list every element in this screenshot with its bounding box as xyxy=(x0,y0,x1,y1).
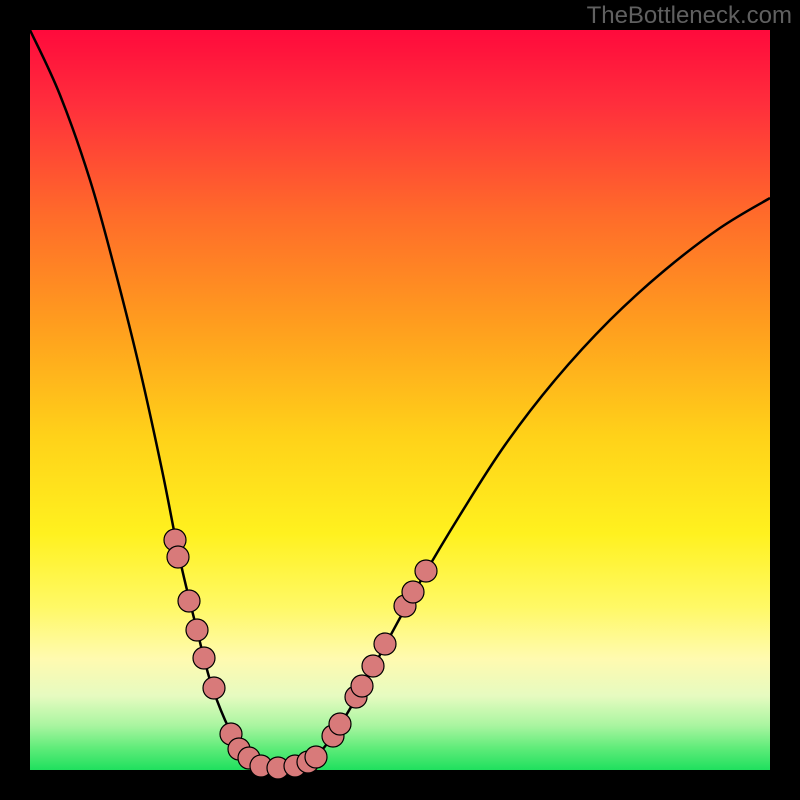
plot-area xyxy=(30,30,770,770)
data-marker xyxy=(415,560,437,582)
data-marker xyxy=(167,546,189,568)
data-marker xyxy=(178,590,200,612)
data-marker xyxy=(329,713,351,735)
data-marker xyxy=(402,581,424,603)
data-marker xyxy=(203,677,225,699)
data-marker xyxy=(362,655,384,677)
data-marker xyxy=(351,675,373,697)
bottleneck-chart xyxy=(0,0,800,800)
data-marker xyxy=(186,619,208,641)
data-marker xyxy=(193,647,215,669)
data-marker xyxy=(305,746,327,768)
watermark-label: TheBottleneck.com xyxy=(587,2,792,30)
chart-container: TheBottleneck.com xyxy=(0,0,800,800)
data-marker xyxy=(374,633,396,655)
